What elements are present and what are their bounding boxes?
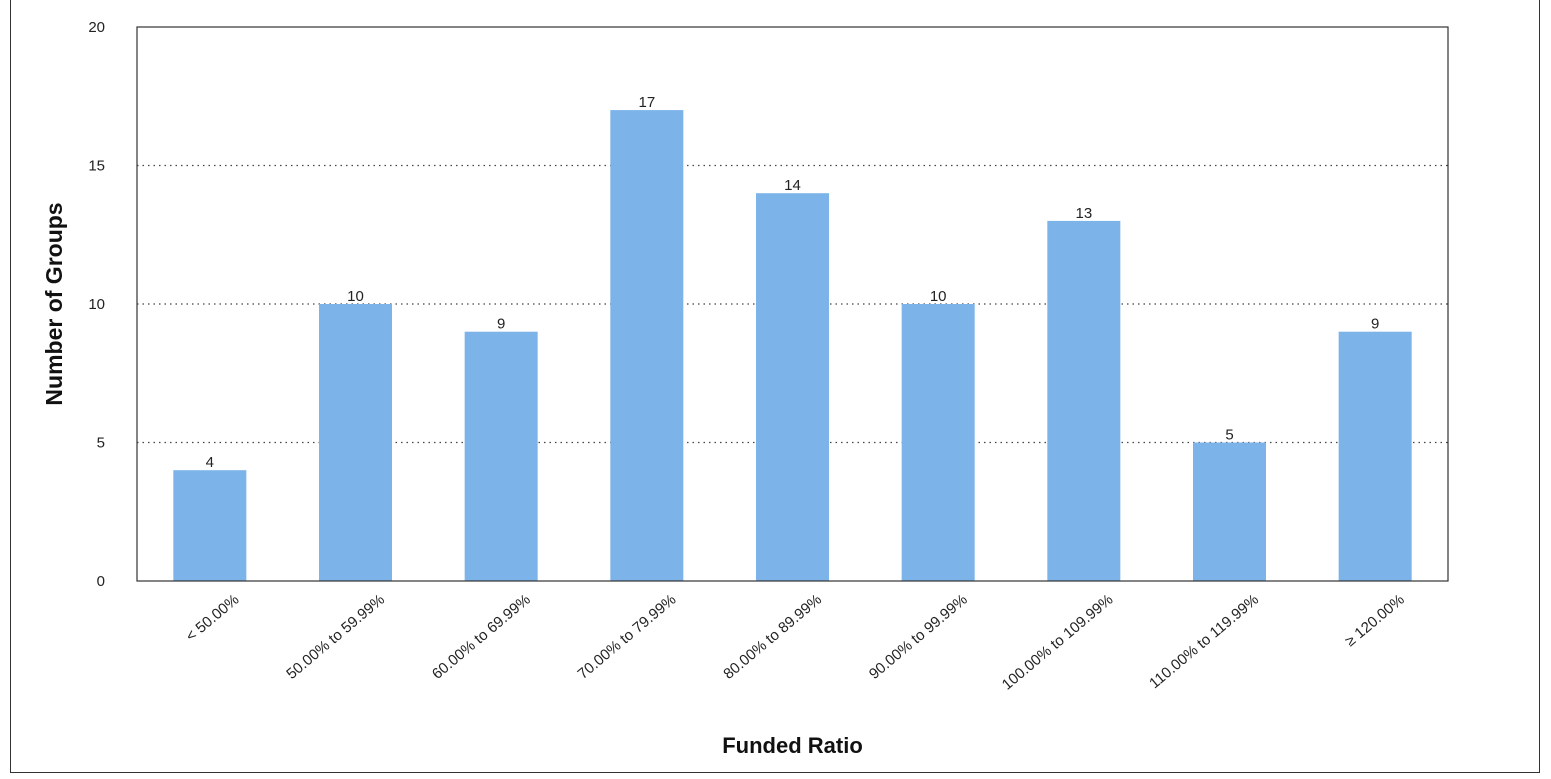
data-label: 10 [930,288,947,305]
y-tick-label: 15 [88,158,105,175]
bar [610,110,683,581]
bar [1339,332,1412,581]
bar [1193,443,1266,582]
x-axis-title: Funded Ratio [722,733,863,758]
bar [756,193,829,581]
x-tick-label: 60.00% to 69.99% [429,591,534,683]
data-label: 13 [1075,205,1092,222]
data-label: 9 [1371,316,1379,333]
data-label: 4 [206,454,214,471]
y-tick-label: 0 [97,573,105,590]
bar [173,470,246,581]
y-axis-ticks: 0 5 10 15 20 [88,19,105,590]
x-tick-label: 90.00% to 99.99% [866,591,971,683]
x-tick-label: 50.00% to 59.99% [283,591,388,683]
y-tick-label: 5 [97,435,105,452]
bar [319,304,392,581]
x-tick-label: 70.00% to 79.99% [575,591,680,683]
data-label: 17 [638,94,655,111]
y-tick-label: 20 [88,19,105,36]
data-label: 10 [347,288,364,305]
y-tick-label: 10 [88,296,105,313]
x-tick-label: ≥ 120.00% [1342,591,1408,650]
x-tick-label: 80.00% to 89.99% [720,591,825,683]
y-axis-title: Number of Groups [41,202,67,405]
x-axis-categories: < 50.00% 50.00% to 59.99% 60.00% to 69.99%… [183,591,1408,694]
x-tick-label: < 50.00% [183,591,243,645]
data-label: 9 [497,316,505,333]
bar [465,332,538,581]
x-tick-label: 100.00% to 109.99% [999,591,1117,694]
bar [902,304,975,581]
data-label: 5 [1225,427,1233,444]
bar [1047,221,1120,581]
data-label: 14 [784,177,801,194]
x-tick-label: 110.00% to 119.99% [1146,591,1262,692]
